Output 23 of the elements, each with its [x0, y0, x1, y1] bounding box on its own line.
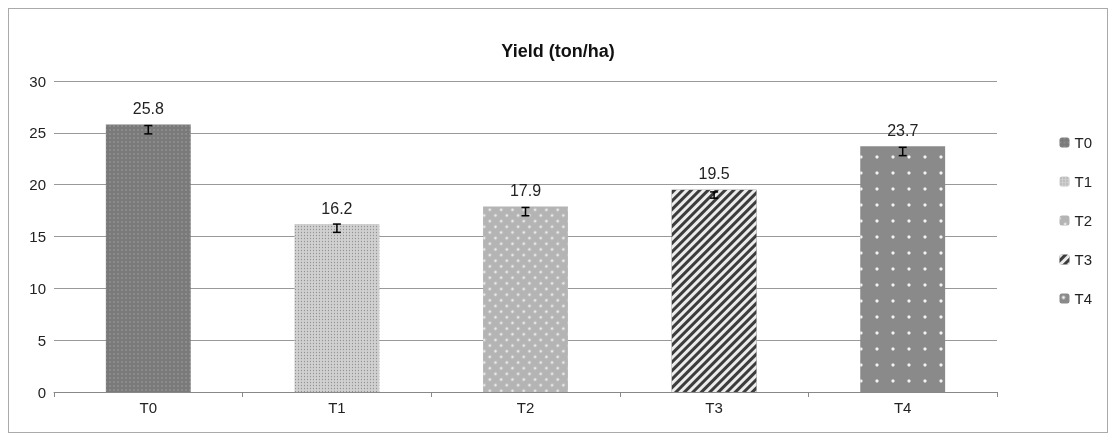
legend-label: T4 [1074, 290, 1093, 307]
x-tick-label: T4 [893, 399, 912, 416]
x-tick-label: T1 [328, 399, 346, 416]
data-label: 17.9 [509, 181, 542, 199]
x-tick-label: T2 [516, 399, 535, 416]
y-tick-label: 20 [29, 176, 46, 194]
x-tick-label: T0 [139, 399, 158, 416]
y-tick-label: 30 [29, 72, 46, 90]
legend-label: T1 [1074, 173, 1093, 190]
legend-label: T0 [1074, 134, 1093, 151]
data-label: 23.7 [887, 121, 919, 139]
x-tick-label: T3 [705, 399, 723, 416]
legend-label: T2 [1074, 212, 1093, 229]
y-tick-label: 0 [37, 383, 46, 401]
y-tick-label: 25 [29, 124, 46, 142]
data-label: 25.8 [132, 100, 164, 118]
chart-title: Yield (ton/ha) [501, 41, 615, 61]
y-tick-label: 5 [37, 331, 46, 349]
y-tick-label: 10 [29, 279, 46, 297]
y-tick-label: 15 [29, 228, 46, 245]
data-label: 19.5 [698, 165, 730, 183]
data-label: 16.2 [321, 199, 353, 217]
legend-label: T3 [1074, 251, 1093, 268]
